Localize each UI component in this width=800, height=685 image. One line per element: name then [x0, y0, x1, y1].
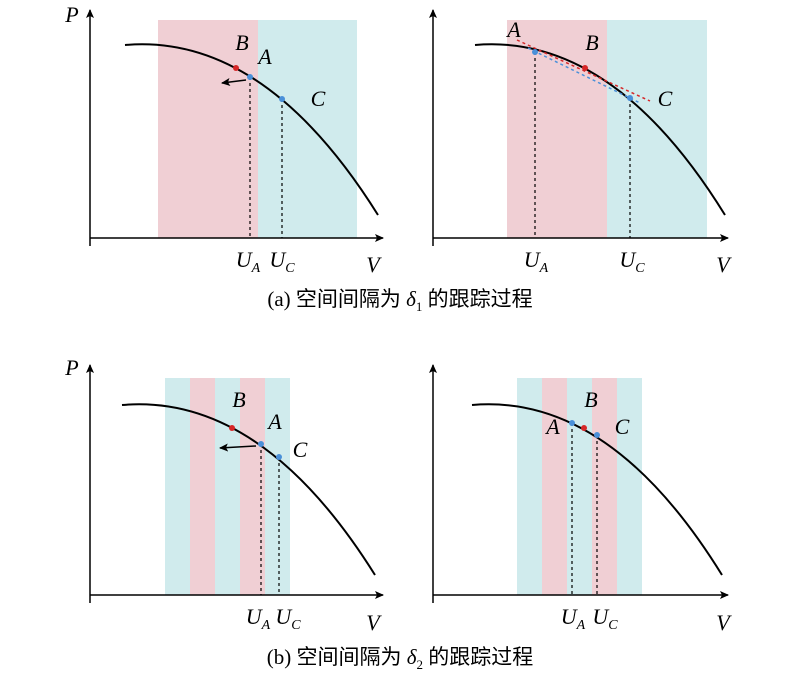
caption: (b) 空间间隔为 δ2 的跟踪过程: [267, 645, 534, 672]
voltage-label: UC: [269, 247, 295, 276]
voltage-label: UA: [561, 604, 586, 633]
voltage-main: U: [275, 604, 293, 629]
caption-suffix: 的跟踪过程: [422, 287, 532, 311]
operating-point: [581, 425, 587, 431]
voltage-sub: A: [576, 618, 586, 633]
voltage-label: UC: [592, 604, 618, 633]
y-axis-label: P: [64, 2, 78, 27]
y-axis-label: P: [64, 355, 78, 380]
band: [517, 378, 542, 595]
point-label: C: [311, 86, 326, 111]
voltage-sub: A: [261, 618, 271, 633]
band: [165, 378, 190, 595]
operating-point: [279, 96, 285, 102]
x-axis-label: V: [366, 252, 382, 277]
operating-point: [229, 425, 235, 431]
voltage-sub: A: [539, 261, 549, 276]
voltage-sub: C: [608, 618, 618, 633]
voltage-main: U: [236, 247, 254, 272]
voltage-label: UC: [275, 604, 301, 633]
operating-point: [276, 454, 282, 460]
operating-point: [258, 441, 264, 447]
caption: (a) 空间间隔为 δ1 的跟踪过程: [267, 287, 532, 314]
band: [190, 378, 215, 595]
point-label: C: [293, 437, 308, 462]
band: [265, 378, 290, 595]
point-label: B: [232, 387, 245, 412]
voltage-label: UA: [246, 604, 271, 633]
voltage-sub: C: [635, 261, 645, 276]
band: [567, 378, 592, 595]
point-label: A: [266, 409, 282, 434]
voltage-main: U: [246, 604, 264, 629]
voltage-main: U: [561, 604, 579, 629]
point-label: A: [544, 414, 560, 439]
operating-point: [532, 49, 538, 55]
band: [258, 20, 357, 238]
band: [215, 378, 240, 595]
operating-point: [594, 432, 600, 438]
point-label: B: [235, 30, 248, 55]
voltage-main: U: [269, 247, 287, 272]
band: [592, 378, 617, 595]
caption-suffix: 的跟踪过程: [423, 645, 533, 669]
voltage-main: U: [524, 247, 542, 272]
caption-sub: 2: [417, 657, 424, 672]
operating-point: [582, 65, 588, 71]
pv-curve: [121, 403, 376, 576]
secant-blue: [527, 47, 641, 104]
point-label: C: [615, 414, 630, 439]
voltage-label: UA: [236, 247, 261, 276]
move-arrow: [221, 78, 247, 86]
caption-sub: 1: [416, 299, 423, 314]
voltage-sub: A: [251, 261, 261, 276]
pv-curve: [124, 43, 379, 216]
pv-curve: [471, 403, 723, 576]
caption-prefix: (a) 空间间隔为: [267, 287, 406, 311]
caption-prefix: (b) 空间间隔为: [267, 645, 407, 669]
voltage-label: UC: [619, 247, 645, 276]
point-label: A: [505, 17, 521, 42]
point-label: A: [256, 44, 272, 69]
operating-point: [247, 74, 253, 80]
voltage-sub: C: [291, 618, 301, 633]
band: [617, 378, 642, 595]
x-axis-label: V: [716, 252, 732, 277]
operating-point: [569, 420, 575, 426]
band: [542, 378, 567, 595]
voltage-main: U: [619, 247, 637, 272]
voltage-label: UA: [524, 247, 549, 276]
operating-point: [233, 65, 239, 71]
caption-symbol: δ: [406, 287, 417, 311]
point-label: C: [658, 86, 673, 111]
x-axis-label: V: [366, 610, 382, 635]
operating-point: [627, 95, 633, 101]
move-arrow: [219, 443, 257, 452]
caption-symbol: δ: [407, 645, 418, 669]
voltage-sub: C: [285, 261, 295, 276]
voltage-main: U: [592, 604, 610, 629]
point-label: B: [585, 30, 598, 55]
band: [607, 20, 707, 238]
x-axis-label: V: [716, 610, 732, 635]
point-label: B: [584, 387, 597, 412]
